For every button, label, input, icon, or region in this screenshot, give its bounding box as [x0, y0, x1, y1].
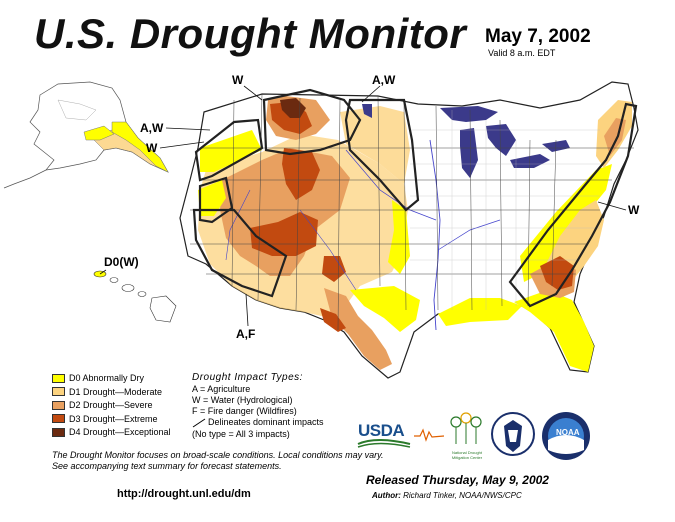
label-d0-hawaii: D0(W) — [104, 255, 139, 269]
author-line: Author: Richard Tinker, NOAA/NWS/CPC — [372, 491, 522, 500]
drought-legend: D0 Abnormally Dry D1 Drought—Moderate D2… — [52, 372, 171, 440]
agency-logos: USDA National Drought Mitigation Center … — [352, 402, 592, 470]
usda-logo-text: USDA — [358, 421, 405, 440]
impact-dominant-label: Delineates dominant impacts — [208, 417, 324, 427]
hawaii-map — [93, 270, 177, 323]
legend-item-d2: D2 Drought—Severe — [52, 399, 171, 411]
map-date: May 7, 2002 — [485, 26, 591, 47]
noaa-logo-icon: NOAA — [542, 412, 590, 460]
alaska-map — [3, 81, 169, 189]
impact-title: Drought Impact Types: — [192, 372, 303, 383]
legend-swatch-d4 — [52, 427, 65, 437]
leader-af-southwest — [245, 293, 249, 327]
leader-aw-west — [165, 127, 211, 131]
impact-dominant: Delineates dominant impacts — [192, 417, 324, 428]
impact-fire: F = Fire danger (Wildfires) — [192, 406, 297, 416]
legend-item-d0: D0 Abnormally Dry — [52, 372, 171, 384]
legend-swatch-d2 — [52, 400, 65, 410]
impact-water: W = Water (Hydrological) — [192, 395, 293, 405]
conus-map — [179, 81, 639, 379]
label-w-east: W — [628, 203, 640, 217]
svg-text:NOAA: NOAA — [556, 428, 580, 437]
impact-agriculture: A = Agriculture — [192, 384, 251, 394]
author-name: Richard Tinker, NOAA/NWS/CPC — [403, 491, 522, 500]
website-url[interactable]: http://drought.unl.edu/dm — [117, 488, 251, 500]
drought-map: W A,W A,W W D0(W) W A,F — [3, 73, 640, 379]
commerce-seal-icon — [491, 412, 535, 456]
legend-swatch-d3 — [52, 414, 65, 423]
legend-label-d1: D1 Drought—Moderate — [69, 386, 163, 397]
legend-label-d3: D3 Drought—Extreme — [69, 413, 158, 424]
release-date: Released Thursday, May 9, 2002 — [366, 473, 549, 487]
impact-none-note: (No type = All 3 impacts) — [192, 429, 290, 439]
seismograph-icon — [414, 428, 444, 442]
legend-item-d4: D4 Drought—Exceptional — [52, 426, 171, 438]
legend-label-d0: D0 Abnormally Dry — [69, 373, 145, 383]
impact-types: Drought Impact Types: A = Agriculture W … — [192, 372, 324, 440]
ndmc-logo-text: National Drought Mitigation Center — [451, 450, 483, 460]
legend-swatch-d0 — [52, 373, 65, 383]
dominant-line-icon — [192, 418, 206, 427]
disclaimer: The Drought Monitor focuses on broad-sca… — [52, 450, 384, 471]
label-aw-north: A,W — [372, 73, 396, 87]
leader-w-west — [159, 141, 205, 149]
label-w-west: W — [146, 141, 158, 155]
page-title: U.S. Drought Monitor — [34, 10, 467, 57]
leader-w-east — [597, 201, 627, 211]
legend-swatch-d1 — [52, 387, 65, 396]
legend-label-d4: D4 Drought—Exceptional — [69, 427, 171, 437]
leader-aw-north — [361, 85, 381, 103]
label-w-northwest: W — [232, 73, 244, 87]
legend-label-d2: D2 Drought—Severe — [69, 400, 153, 410]
label-af-southwest: A,F — [236, 327, 255, 341]
valid-time: Valid 8 a.m. EDT — [488, 48, 556, 58]
usda-logo-icon — [357, 439, 411, 448]
legend-item-d3: D3 Drought—Extreme — [52, 413, 171, 425]
label-aw-west: A,W — [140, 121, 164, 135]
leader-d0-hawaii — [99, 269, 107, 275]
author-label: Author: — [372, 491, 401, 500]
ndmc-logo-icon — [450, 412, 482, 444]
legend-item-d1: D1 Drought—Moderate — [52, 386, 171, 398]
leader-w-northwest — [243, 85, 263, 101]
